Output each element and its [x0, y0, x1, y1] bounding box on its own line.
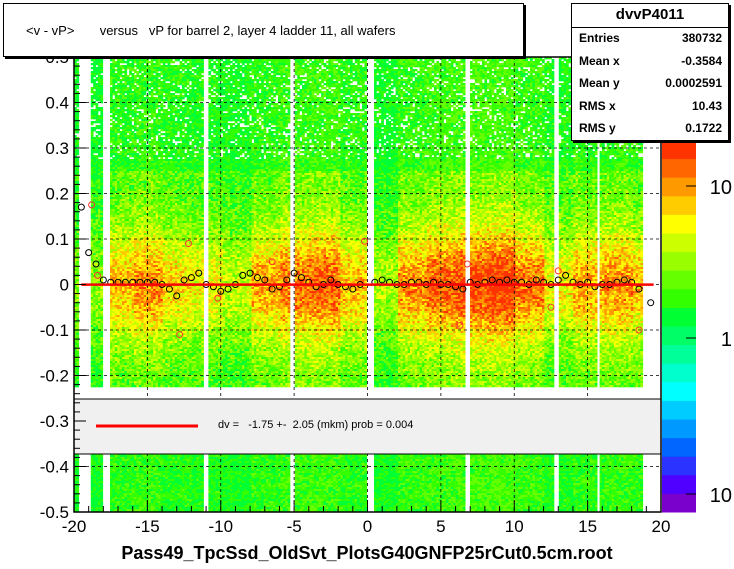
stats-label: Mean y — [579, 76, 620, 90]
color-scale-label: 10 — [710, 485, 732, 507]
color-scale-bin — [662, 493, 696, 512]
profile-point — [648, 300, 654, 306]
stats-divider — [572, 27, 728, 28]
stats-row-mean-y: Mean y 0.0002591 — [579, 76, 722, 96]
x-tick-label: -15 — [135, 517, 160, 536]
y-tick-label: -0.4 — [40, 458, 69, 477]
stats-name: dvvP4011 — [572, 6, 728, 23]
color-scale-bin — [662, 419, 696, 438]
color-scale-label: 1 — [721, 329, 732, 351]
color-scale-bin — [662, 252, 696, 271]
color-scale-label: 10 — [710, 177, 732, 199]
stats-label: Entries — [579, 31, 620, 45]
color-scale-bin — [662, 345, 696, 364]
stats-value: 10.43 — [692, 99, 722, 113]
color-scale-bin — [662, 475, 696, 494]
x-tick-label: -10 — [208, 517, 233, 536]
stats-row-entries: Entries 380732 — [579, 31, 722, 51]
y-tick-label: 0 — [60, 276, 69, 295]
fit-legend-label: dv = -1.75 +- 2.05 (mkm) prob = 0.004 — [218, 419, 413, 431]
color-scale: 10 1 10 — [662, 140, 732, 513]
stats-value: -0.3584 — [681, 54, 722, 68]
stats-box: dvvP4011 Entries 380732 Mean x -0.3584 M… — [571, 3, 729, 141]
y-tick-label: 0.3 — [45, 139, 69, 158]
stats-value: 0.1722 — [685, 121, 722, 135]
x-tick-label: 15 — [578, 517, 597, 536]
stats-value: 380732 — [682, 31, 722, 45]
profile-point — [86, 250, 92, 256]
color-scale-bin — [662, 177, 696, 196]
y-tick-label: -0.1 — [40, 321, 69, 340]
y-tick-label: -0.2 — [40, 367, 69, 386]
color-scale-bin — [662, 233, 696, 252]
color-scale-bin — [662, 382, 696, 401]
color-scale-bin — [662, 140, 696, 159]
color-scale-bin — [662, 326, 696, 345]
color-scale-bin — [662, 289, 696, 308]
x-tick-label: 0 — [363, 517, 372, 536]
color-scale-bin — [662, 400, 696, 419]
x-tick-label: -5 — [287, 517, 302, 536]
y-tick-label: 0.4 — [45, 94, 69, 113]
stats-label: RMS y — [579, 121, 616, 135]
stats-row-rms-x: RMS x 10.43 — [579, 99, 722, 119]
plot-title: <v - vP> versus vP for barrel 2, layer 4… — [26, 23, 395, 38]
stats-row-mean-x: Mean x -0.3584 — [579, 54, 722, 74]
x-tick-label: 20 — [652, 517, 671, 536]
color-scale-bin — [662, 363, 696, 382]
x-tick-label: 10 — [505, 517, 524, 536]
y-tick-label: 0.2 — [45, 185, 69, 204]
color-scale-bin — [662, 270, 696, 289]
profile-point — [78, 204, 84, 210]
x-tick-label: 5 — [436, 517, 445, 536]
stats-row-rms-y: RMS y 0.1722 — [579, 121, 722, 141]
color-scale-bin — [662, 307, 696, 326]
y-tick-label: 0.1 — [45, 230, 69, 249]
stats-value: 0.0002591 — [665, 76, 722, 90]
y-tick-label: -0.5 — [40, 503, 69, 522]
color-scale-bin — [662, 196, 696, 215]
x-axis-title: Pass49_TpcSsd_OldSvt_PlotsG40GNFP25rCut0… — [0, 543, 734, 564]
stats-label: Mean x — [579, 54, 620, 68]
y-tick-label: -0.3 — [40, 412, 69, 431]
color-scale-bin — [662, 214, 696, 233]
color-scale-bin — [662, 438, 696, 457]
plot-title-box: <v - vP> versus vP for barrel 2, layer 4… — [3, 3, 524, 57]
color-scale-bin — [662, 159, 696, 178]
stats-label: RMS x — [579, 99, 616, 113]
color-scale-bin — [662, 456, 696, 475]
